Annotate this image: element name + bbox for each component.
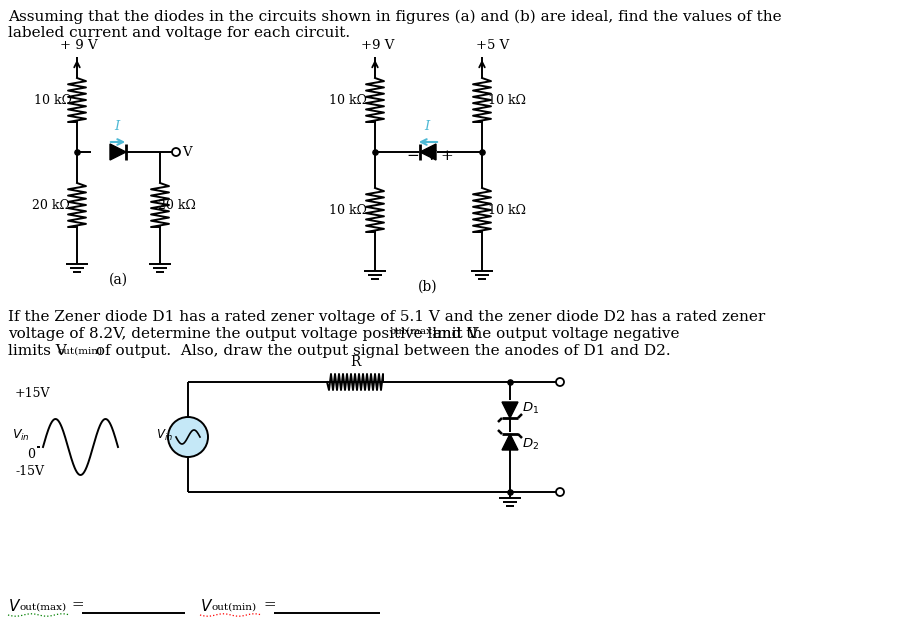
Text: voltage of 8.2V, determine the output voltage positive limit V: voltage of 8.2V, determine the output vo…	[8, 327, 479, 341]
Text: out(max): out(max)	[19, 603, 66, 612]
Text: 20 kΩ: 20 kΩ	[158, 198, 196, 211]
Text: +15V: +15V	[15, 387, 50, 400]
Text: 0: 0	[27, 448, 35, 460]
Text: +5 V: +5 V	[476, 39, 509, 52]
Circle shape	[556, 378, 564, 386]
Text: I: I	[424, 120, 429, 133]
Text: +9 V: +9 V	[361, 39, 394, 52]
Text: 10 kΩ: 10 kΩ	[34, 93, 72, 106]
Text: V: V	[426, 150, 436, 163]
Circle shape	[556, 488, 564, 496]
Text: 10 kΩ: 10 kΩ	[329, 204, 367, 216]
Text: $V$: $V$	[8, 598, 22, 614]
Text: $V$: $V$	[200, 598, 213, 614]
Text: and the output voltage negative: and the output voltage negative	[423, 327, 680, 341]
Text: out(min): out(min)	[211, 603, 256, 612]
Text: If the Zener diode D1 has a rated zener voltage of 5.1 V and the zener diode D2 : If the Zener diode D1 has a rated zener …	[8, 310, 765, 324]
Text: limits V: limits V	[8, 344, 67, 358]
Text: 20 kΩ: 20 kΩ	[32, 198, 70, 211]
Text: -15V: -15V	[15, 465, 44, 478]
Text: + 9 V: + 9 V	[60, 39, 97, 52]
Text: =: =	[67, 598, 85, 612]
Text: I: I	[114, 120, 119, 133]
Text: Assuming that the diodes in the circuits shown in figures (a) and (b) are ideal,: Assuming that the diodes in the circuits…	[8, 10, 781, 24]
Text: (a): (a)	[108, 273, 128, 287]
Text: $V_{in}$: $V_{in}$	[156, 428, 173, 442]
Text: 10 kΩ: 10 kΩ	[488, 204, 526, 216]
Text: +: +	[440, 149, 453, 163]
Text: $V_{in}$: $V_{in}$	[12, 428, 30, 442]
Circle shape	[172, 148, 180, 156]
Polygon shape	[110, 144, 126, 160]
Polygon shape	[420, 144, 436, 160]
Polygon shape	[502, 402, 518, 418]
Text: (b): (b)	[418, 280, 437, 294]
Text: $D_1$: $D_1$	[522, 401, 539, 415]
Text: out(max): out(max)	[390, 327, 436, 336]
Text: 10 kΩ: 10 kΩ	[329, 93, 367, 106]
Text: V: V	[182, 146, 192, 158]
Polygon shape	[502, 434, 518, 450]
Text: −: −	[406, 149, 419, 163]
Text: of output.  Also, draw the output signal between the anodes of D1 and D2.: of output. Also, draw the output signal …	[91, 344, 670, 358]
Text: 10 kΩ: 10 kΩ	[488, 93, 526, 106]
Text: labeled current and voltage for each circuit.: labeled current and voltage for each cir…	[8, 26, 350, 40]
Text: R: R	[350, 355, 360, 369]
Text: $D_2$: $D_2$	[522, 437, 539, 451]
Text: out(min): out(min)	[58, 347, 103, 356]
Text: =: =	[259, 598, 276, 612]
Circle shape	[168, 417, 208, 457]
